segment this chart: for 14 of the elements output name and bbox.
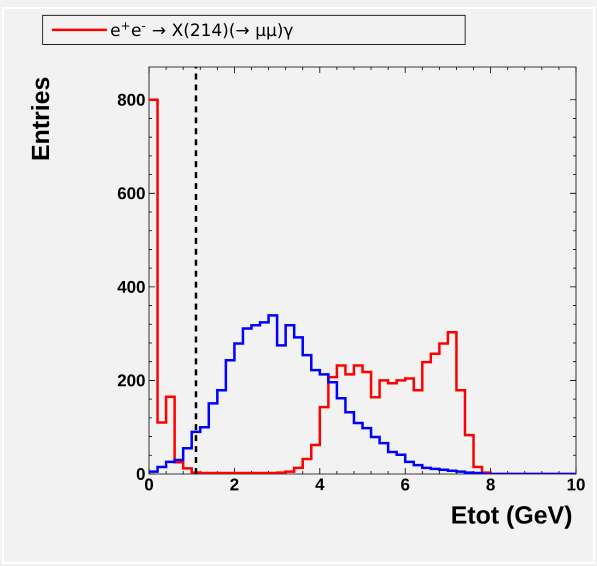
x-tick-label: 0 [144,478,154,491]
x-tick-label: 10 [568,478,585,491]
y-tick-label: 800 [118,94,145,106]
x-tick-label: 2 [230,478,238,490]
x-axis-title: Etot (GeV) [452,506,572,529]
x-tick-label: 8 [486,478,495,491]
x-tick-label: 4 [315,478,324,490]
y-tick-label: 0 [136,468,145,480]
y-axis-title: Entries [30,78,50,160]
y-tick-label: 200 [118,374,145,386]
x-tick-label: 6 [401,478,410,491]
y-tick-label: 600 [118,187,145,200]
y-tick-label: 400 [117,280,145,293]
legend-label: e$^{+}$e$^{-}$ → X(214)(→ μμ)γ [111,22,293,40]
